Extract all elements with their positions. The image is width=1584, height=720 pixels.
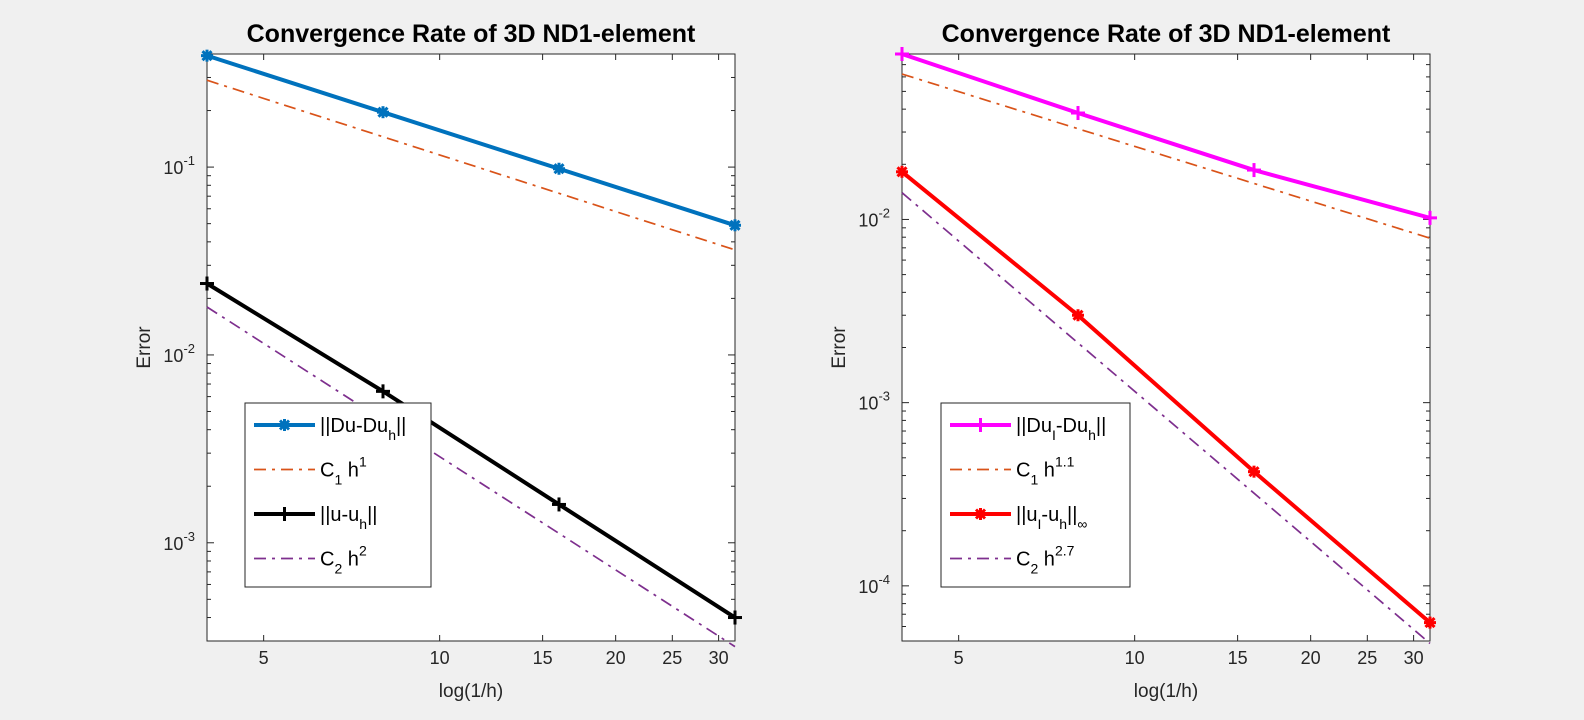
legend: ||DuI-Duh|| C1 h1.1 ||uI-uh||∞ C2 h2.7 — [940, 402, 1131, 588]
legend-label-s1: ||Du-Duh|| — [320, 415, 406, 443]
data-point-s1 — [201, 49, 213, 62]
legend-marker-s1 — [973, 418, 988, 432]
x-axis-label: log(1/h) — [439, 681, 503, 702]
chart-title: Convergence Rate of 3D ND1-element — [942, 20, 1391, 48]
data-point-s1 — [1247, 163, 1261, 178]
x-tick-label: 5 — [259, 648, 269, 668]
legend-label-s2: C1 h1.1 — [1016, 454, 1075, 488]
x-tick-label: 20 — [606, 648, 626, 668]
data-point-s1 — [377, 106, 389, 119]
x-tick-label: 30 — [709, 648, 729, 668]
legend-label-s3: ||u-uh|| — [320, 504, 377, 532]
y-tick-label: 10-2 — [858, 205, 890, 230]
series-line-s3 — [900, 170, 1432, 625]
x-axis-label: log(1/h) — [1134, 681, 1198, 702]
data-point-s3 — [896, 165, 908, 178]
x-tick-label: 15 — [533, 648, 553, 668]
legend-marker-s3 — [974, 508, 987, 520]
y-tick-label: 10-4 — [858, 572, 890, 597]
data-point-s3 — [1072, 309, 1084, 322]
series-line-s1 — [206, 53, 736, 228]
legend-marker-s3 — [277, 507, 292, 521]
data-point-s3 — [376, 384, 390, 399]
y-tick-label: 10-3 — [163, 529, 195, 554]
legend-box — [940, 402, 1131, 588]
data-point-s3 — [1424, 616, 1436, 629]
y-tick-label: 10-2 — [163, 341, 195, 366]
series-line-s2 — [901, 73, 1431, 240]
data-point-s1 — [729, 219, 741, 232]
legend: ||Du-Duh|| C1 h1 ||u-uh|| C2 h2 — [244, 402, 432, 588]
chart-right: 5 10 15 20 25 30 10-4 10-3 10-2 Convergence Rate … — [829, 20, 1437, 702]
series-line-s2 — [206, 79, 736, 251]
legend-label-s4: C2 h2 — [320, 543, 367, 577]
data-point-s1 — [1423, 210, 1437, 225]
legend-label-s1: ||DuI-Duh|| — [1016, 415, 1106, 443]
series-line-s4 — [206, 306, 736, 648]
chart-title: Convergence Rate of 3D ND1-element — [247, 20, 696, 48]
series-line-s4 — [901, 192, 1431, 645]
y-tick-label: 10-3 — [858, 389, 890, 414]
x-tick-label: 25 — [662, 648, 682, 668]
x-tick-label: 15 — [1228, 648, 1248, 668]
legend-label-s4: C2 h2.7 — [1016, 543, 1075, 577]
data-point-s3 — [200, 276, 214, 291]
data-point-s1 — [1071, 106, 1085, 121]
x-tick-label: 10 — [430, 648, 450, 668]
y-tick-label: 10-1 — [163, 153, 195, 178]
x-tick-label: 20 — [1301, 648, 1321, 668]
y-axis-label: Error — [829, 326, 850, 369]
data-point-s1 — [553, 162, 565, 175]
x-tick-label: 5 — [954, 648, 964, 668]
chart-left: 5 10 15 20 25 30 10-3 10-2 10-1 Convergence Rate … — [134, 20, 742, 702]
data-point-s3 — [728, 610, 742, 625]
legend-marker-s1 — [278, 419, 291, 431]
series-line-s3 — [205, 281, 737, 620]
series-line-s1 — [901, 52, 1431, 220]
y-axis-label: Error — [134, 326, 155, 369]
x-tick-label: 10 — [1125, 648, 1145, 668]
data-point-s3 — [552, 497, 566, 512]
data-point-s1 — [895, 47, 909, 61]
legend-label-s2: C1 h1 — [320, 454, 367, 488]
legend-box — [244, 402, 432, 588]
x-tick-label: 30 — [1404, 648, 1424, 668]
x-tick-label: 25 — [1357, 648, 1377, 668]
data-point-s3 — [1248, 465, 1260, 478]
legend-label-s3: ||uI-uh||∞ — [1016, 504, 1087, 532]
